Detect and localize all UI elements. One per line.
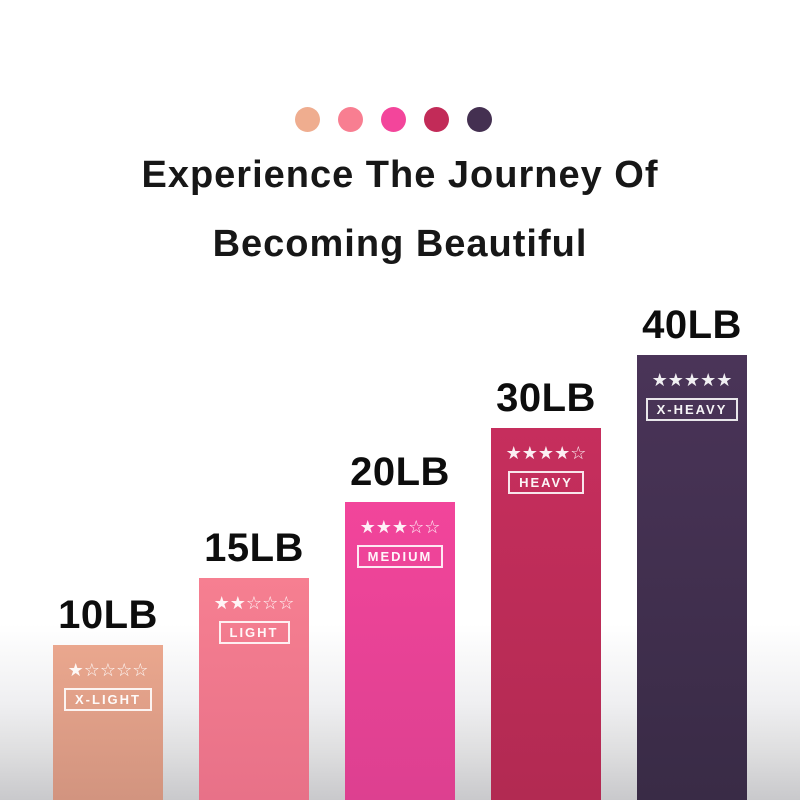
weight-band-heavy: 30LB ★★★★☆ HEAVY [491, 378, 601, 800]
weight-band-light: 15LB ★★☆☆☆ LIGHT [199, 528, 309, 800]
star-rating-icon: ★★★★★ [651, 370, 733, 391]
star-rating-icon: ★★★★☆ [505, 443, 587, 464]
weight-label: 30LB [496, 376, 596, 420]
resistance-level-badge: LIGHT [218, 621, 290, 645]
resistance-level-badge: X-HEAVY [645, 398, 739, 422]
star-rating-icon: ★★☆☆☆ [213, 593, 295, 614]
x-heavy-color-dot-icon [466, 107, 492, 132]
page-title-line-2: Becoming Beautiful [212, 223, 588, 265]
weight-label: 10LB [58, 593, 158, 637]
heavy-color-dot-icon [423, 107, 449, 132]
weight-label: 15LB [204, 526, 304, 570]
weight-band-medium: 20LB ★★★☆☆ MEDIUM [345, 452, 455, 800]
band-bar: ★★☆☆☆ LIGHT [199, 578, 309, 800]
band-bar: ★★★★☆ HEAVY [491, 428, 601, 800]
palette-dots-row [0, 107, 793, 132]
weight-label: 20LB [350, 450, 450, 494]
resistance-level-badge: MEDIUM [356, 545, 444, 569]
band-bar: ★★★★★ X-HEAVY [637, 355, 747, 800]
star-rating-icon: ★☆☆☆☆ [67, 660, 149, 681]
medium-color-dot-icon [380, 107, 406, 132]
resistance-level-badge: X-LIGHT [64, 688, 152, 712]
band-bar: ★★★☆☆ MEDIUM [345, 502, 455, 800]
light-color-dot-icon [337, 107, 363, 132]
star-rating-icon: ★★★☆☆ [359, 517, 441, 538]
weight-label: 40LB [642, 303, 742, 347]
weight-band-x-heavy: 40LB ★★★★★ X-HEAVY [637, 305, 747, 800]
page-title-line-1: Experience The Journey Of [141, 154, 659, 196]
resistance-level-badge: HEAVY [508, 471, 584, 495]
band-bar: ★☆☆☆☆ X-LIGHT [53, 645, 163, 800]
weight-band-x-light: 10LB ★☆☆☆☆ X-LIGHT [53, 595, 163, 800]
x-light-color-dot-icon [294, 107, 320, 132]
